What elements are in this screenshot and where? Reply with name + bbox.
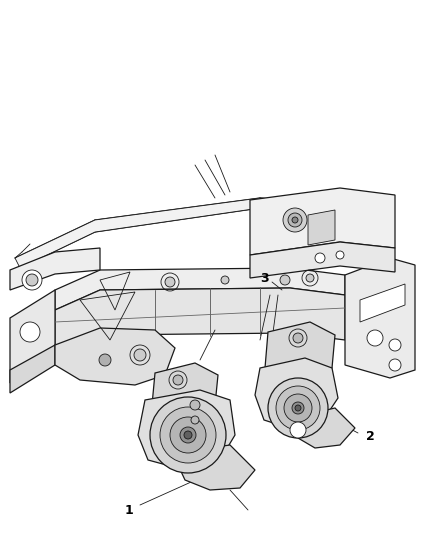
Circle shape	[292, 333, 302, 343]
Polygon shape	[10, 248, 100, 290]
Circle shape	[366, 330, 382, 346]
Polygon shape	[55, 268, 344, 310]
Circle shape	[134, 349, 146, 361]
Polygon shape	[10, 345, 55, 393]
Polygon shape	[10, 290, 55, 383]
Circle shape	[291, 217, 297, 223]
Circle shape	[22, 270, 42, 290]
Polygon shape	[265, 322, 334, 378]
Polygon shape	[55, 328, 175, 385]
Text: 1: 1	[124, 504, 133, 516]
Circle shape	[20, 322, 40, 342]
Circle shape	[287, 213, 301, 227]
Polygon shape	[152, 363, 218, 415]
Circle shape	[190, 400, 200, 410]
Circle shape	[283, 208, 306, 232]
Circle shape	[173, 375, 183, 385]
Circle shape	[388, 359, 400, 371]
Circle shape	[150, 397, 226, 473]
Polygon shape	[344, 258, 414, 378]
Polygon shape	[177, 445, 254, 490]
Circle shape	[26, 274, 38, 286]
Circle shape	[184, 431, 191, 439]
Circle shape	[335, 251, 343, 259]
Circle shape	[305, 274, 313, 282]
Text: 2: 2	[365, 430, 374, 442]
Polygon shape	[138, 390, 234, 470]
Circle shape	[165, 277, 175, 287]
Circle shape	[291, 402, 303, 414]
Circle shape	[220, 276, 229, 284]
Polygon shape	[15, 198, 389, 268]
Polygon shape	[249, 188, 394, 255]
Polygon shape	[254, 358, 337, 430]
Circle shape	[170, 417, 205, 453]
Circle shape	[159, 407, 215, 463]
Circle shape	[276, 386, 319, 430]
Circle shape	[279, 275, 290, 285]
Circle shape	[294, 405, 300, 411]
Polygon shape	[359, 284, 404, 322]
Circle shape	[290, 422, 305, 438]
Polygon shape	[55, 288, 344, 355]
Circle shape	[180, 427, 195, 443]
Circle shape	[314, 253, 324, 263]
Circle shape	[388, 339, 400, 351]
Text: 3: 3	[260, 271, 268, 285]
Circle shape	[283, 394, 311, 422]
Circle shape	[99, 354, 111, 366]
Polygon shape	[307, 210, 334, 245]
Circle shape	[267, 378, 327, 438]
Polygon shape	[249, 242, 394, 278]
Polygon shape	[297, 408, 354, 448]
Circle shape	[191, 416, 198, 424]
